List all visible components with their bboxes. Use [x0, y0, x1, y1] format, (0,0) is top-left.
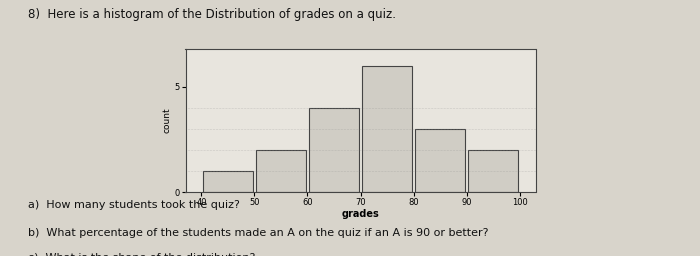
Bar [362, 66, 412, 192]
Bar [256, 150, 306, 192]
Text: 8)  Here is a histogram of the Distribution of grades on a quiz.: 8) Here is a histogram of the Distributi… [28, 8, 396, 21]
Bar [415, 129, 466, 192]
Bar [309, 108, 359, 192]
Text: a)  How many students took the quiz?: a) How many students took the quiz? [28, 200, 240, 210]
Bar [468, 150, 518, 192]
Y-axis label: count: count [163, 108, 172, 133]
Text: c)  What is the shape of the distribution?: c) What is the shape of the distribution… [28, 253, 256, 256]
X-axis label: grades: grades [342, 209, 379, 219]
Bar [203, 171, 253, 192]
Text: b)  What percentage of the students made an A on the quiz if an A is 90 or bette: b) What percentage of the students made … [28, 228, 489, 238]
